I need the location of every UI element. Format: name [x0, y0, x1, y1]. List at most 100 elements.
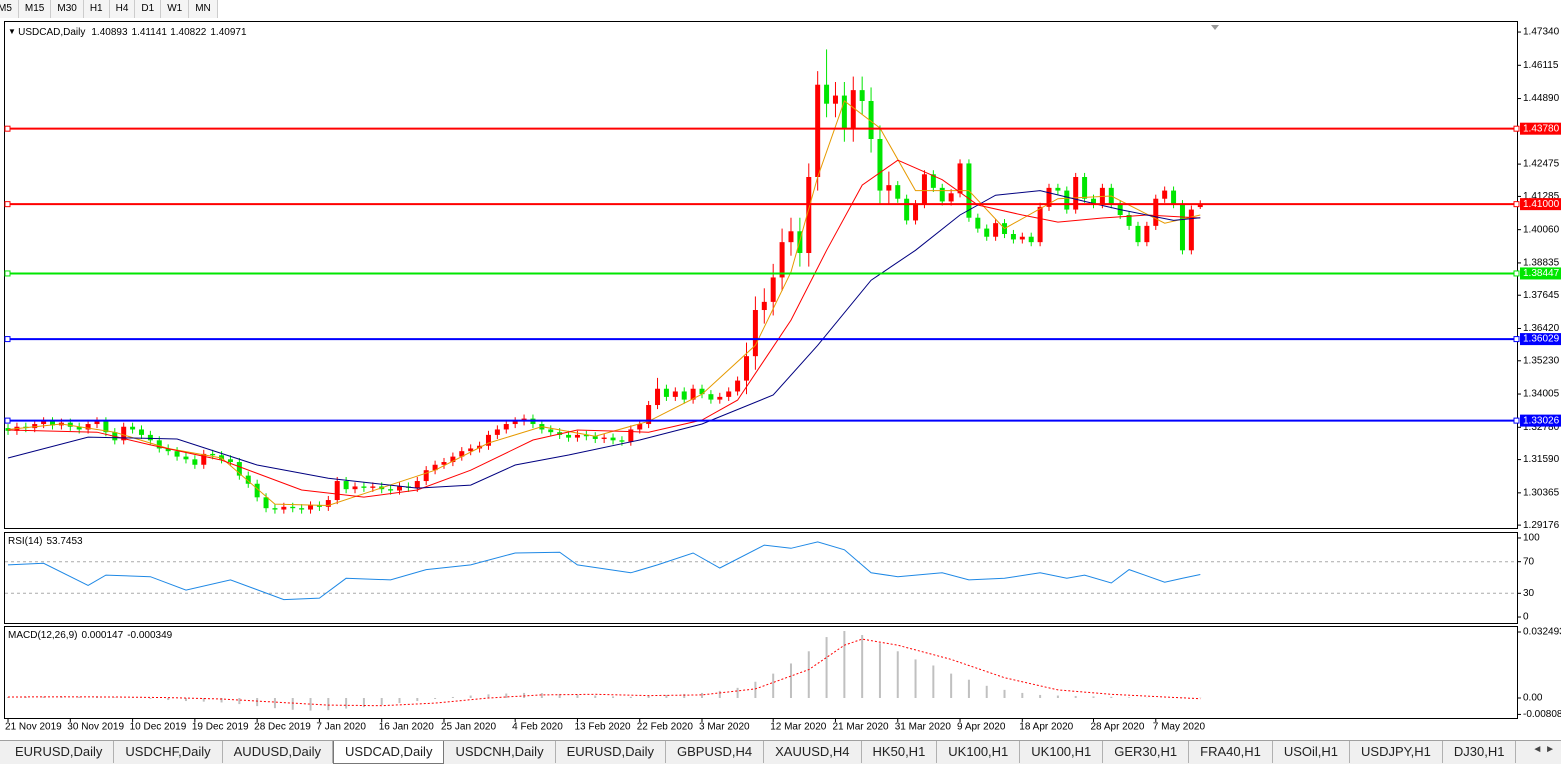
chart-tab[interactable]: EURUSD,Daily	[4, 741, 115, 763]
chart-tab[interactable]: AUDUSD,Daily	[223, 741, 334, 763]
y-tick-label: 0.032493	[1523, 627, 1561, 638]
candle-body	[975, 217, 981, 229]
chart-tab[interactable]: USDCHF,Daily	[114, 741, 223, 763]
candle-body	[1153, 198, 1159, 226]
header-arrow: ▼	[8, 27, 18, 36]
candle-body	[432, 464, 438, 471]
chart-tab[interactable]: FRA40,H1	[1189, 741, 1273, 763]
candle-body	[263, 497, 269, 509]
candle-body	[832, 95, 838, 104]
candle-body	[485, 434, 491, 446]
x-tick-label: 12 Mar 2020	[770, 722, 827, 733]
candle-body	[993, 223, 999, 237]
candle-body	[32, 424, 38, 429]
y-tick-label: 1.35230	[1523, 355, 1560, 366]
candle-body	[690, 388, 696, 400]
timeframe-button[interactable]: H1	[83, 0, 110, 18]
candle-body	[1197, 204, 1203, 208]
level-label: 1.36029	[1523, 334, 1560, 345]
chart-tab[interactable]: USDCAD,Daily	[333, 741, 445, 764]
candle-body	[1135, 225, 1141, 243]
x-tick-label: 3 Mar 2020	[699, 722, 750, 733]
chart-tab[interactable]: EURUSD,Daily	[556, 741, 666, 763]
chart-tab[interactable]: HK50,H1	[862, 741, 938, 763]
candle-body	[699, 388, 705, 395]
candle-body	[752, 310, 758, 357]
candle-body	[619, 440, 625, 442]
chart-tab[interactable]: USOil,H1	[1273, 741, 1351, 763]
close-value: 1.40971	[210, 27, 247, 38]
candle-body	[76, 426, 82, 430]
candle-body	[708, 394, 714, 400]
chart-tab[interactable]: USDCNH,Daily	[444, 741, 556, 763]
y-tick-label: 1.31590	[1523, 454, 1560, 465]
candle-body	[85, 424, 91, 430]
x-tick-label: 18 Apr 2020	[1019, 722, 1073, 733]
symbol: USDCAD,Daily	[18, 27, 85, 38]
candle-body	[1179, 204, 1185, 251]
candle-body	[646, 405, 652, 425]
candle-body	[512, 421, 518, 425]
x-tick-label: 21 Mar 2020	[832, 722, 889, 733]
candle-body	[548, 429, 554, 433]
level-label: 1.33026	[1523, 415, 1560, 426]
candle-body	[138, 429, 144, 435]
candle-body	[103, 421, 109, 433]
candle-body	[1010, 234, 1016, 240]
candle-body	[592, 436, 598, 439]
timeframe-button[interactable]: W1	[161, 0, 190, 18]
candle-body	[343, 481, 349, 490]
timeframe-button[interactable]: H4	[109, 0, 136, 18]
chart-tab[interactable]: GER30,H1	[1103, 741, 1190, 763]
candle-body	[886, 185, 892, 191]
candle-body	[459, 451, 465, 457]
candle-body	[299, 508, 305, 510]
x-tick-label: 7 May 2020	[1153, 722, 1206, 733]
level-label-box	[1520, 267, 1561, 280]
y-tick-label: -0.008088	[1523, 709, 1561, 720]
timeframe-button[interactable]: M5	[0, 0, 19, 18]
candle-body	[308, 505, 314, 510]
chart-tab[interactable]: DJ30,H1	[1443, 741, 1517, 763]
level-handle	[4, 125, 11, 132]
rsi-line	[7, 541, 1201, 601]
level-handle	[4, 336, 11, 343]
candle-body	[913, 204, 919, 221]
timeframe-button[interactable]: MN	[189, 0, 218, 18]
candle-body	[824, 84, 830, 104]
candle-body	[1055, 187, 1061, 191]
timeframe-button[interactable]: M30	[51, 0, 84, 18]
candle-body	[156, 440, 162, 449]
candle-body	[1028, 236, 1034, 243]
chart-tab[interactable]: UK100,H1	[937, 741, 1021, 763]
chart-tab[interactable]: GBPUSD,H4	[666, 741, 765, 763]
candle-body	[930, 174, 936, 188]
tab-navigation[interactable]: ◄ ►	[1532, 744, 1555, 755]
level-handle	[4, 201, 11, 208]
x-tick-label: 13 Feb 2020	[574, 722, 631, 733]
candle-body	[779, 242, 785, 278]
candle-body	[583, 434, 589, 437]
candle-body	[637, 424, 643, 430]
chart-tab[interactable]: UK100,H1	[1020, 741, 1104, 763]
level-label-box	[1520, 198, 1561, 211]
timeframe-button[interactable]: M15	[18, 0, 52, 18]
main-header: ▼ USDCAD,Daily 1.40893 1.41141 1.40822 1.409…	[8, 27, 247, 38]
x-tick-label: 16 Jan 2020	[379, 722, 434, 733]
chart-tab[interactable]: USDJPY,H1	[1350, 741, 1443, 763]
chart-tabs: EURUSD,Daily USDCHF,Daily AUDUSD,Daily USDC…	[0, 740, 1561, 764]
candle-body	[121, 426, 127, 441]
level-handle	[4, 270, 11, 277]
candle-body	[1090, 198, 1096, 205]
chart-tab[interactable]: XAUUSD,H4	[764, 741, 862, 763]
timeframe-button[interactable]: D1	[135, 0, 162, 18]
candle-body	[503, 424, 509, 430]
candle-body	[130, 426, 136, 430]
rsi-header: RSI(14) 53.7453	[8, 536, 83, 547]
y-tick-label: 1.36420	[1523, 323, 1560, 334]
candle-body	[610, 437, 616, 441]
y-tick-label: 1.41285	[1523, 191, 1560, 202]
candle-body	[183, 456, 189, 460]
candle-body	[468, 448, 474, 452]
candle-body	[1046, 187, 1052, 207]
